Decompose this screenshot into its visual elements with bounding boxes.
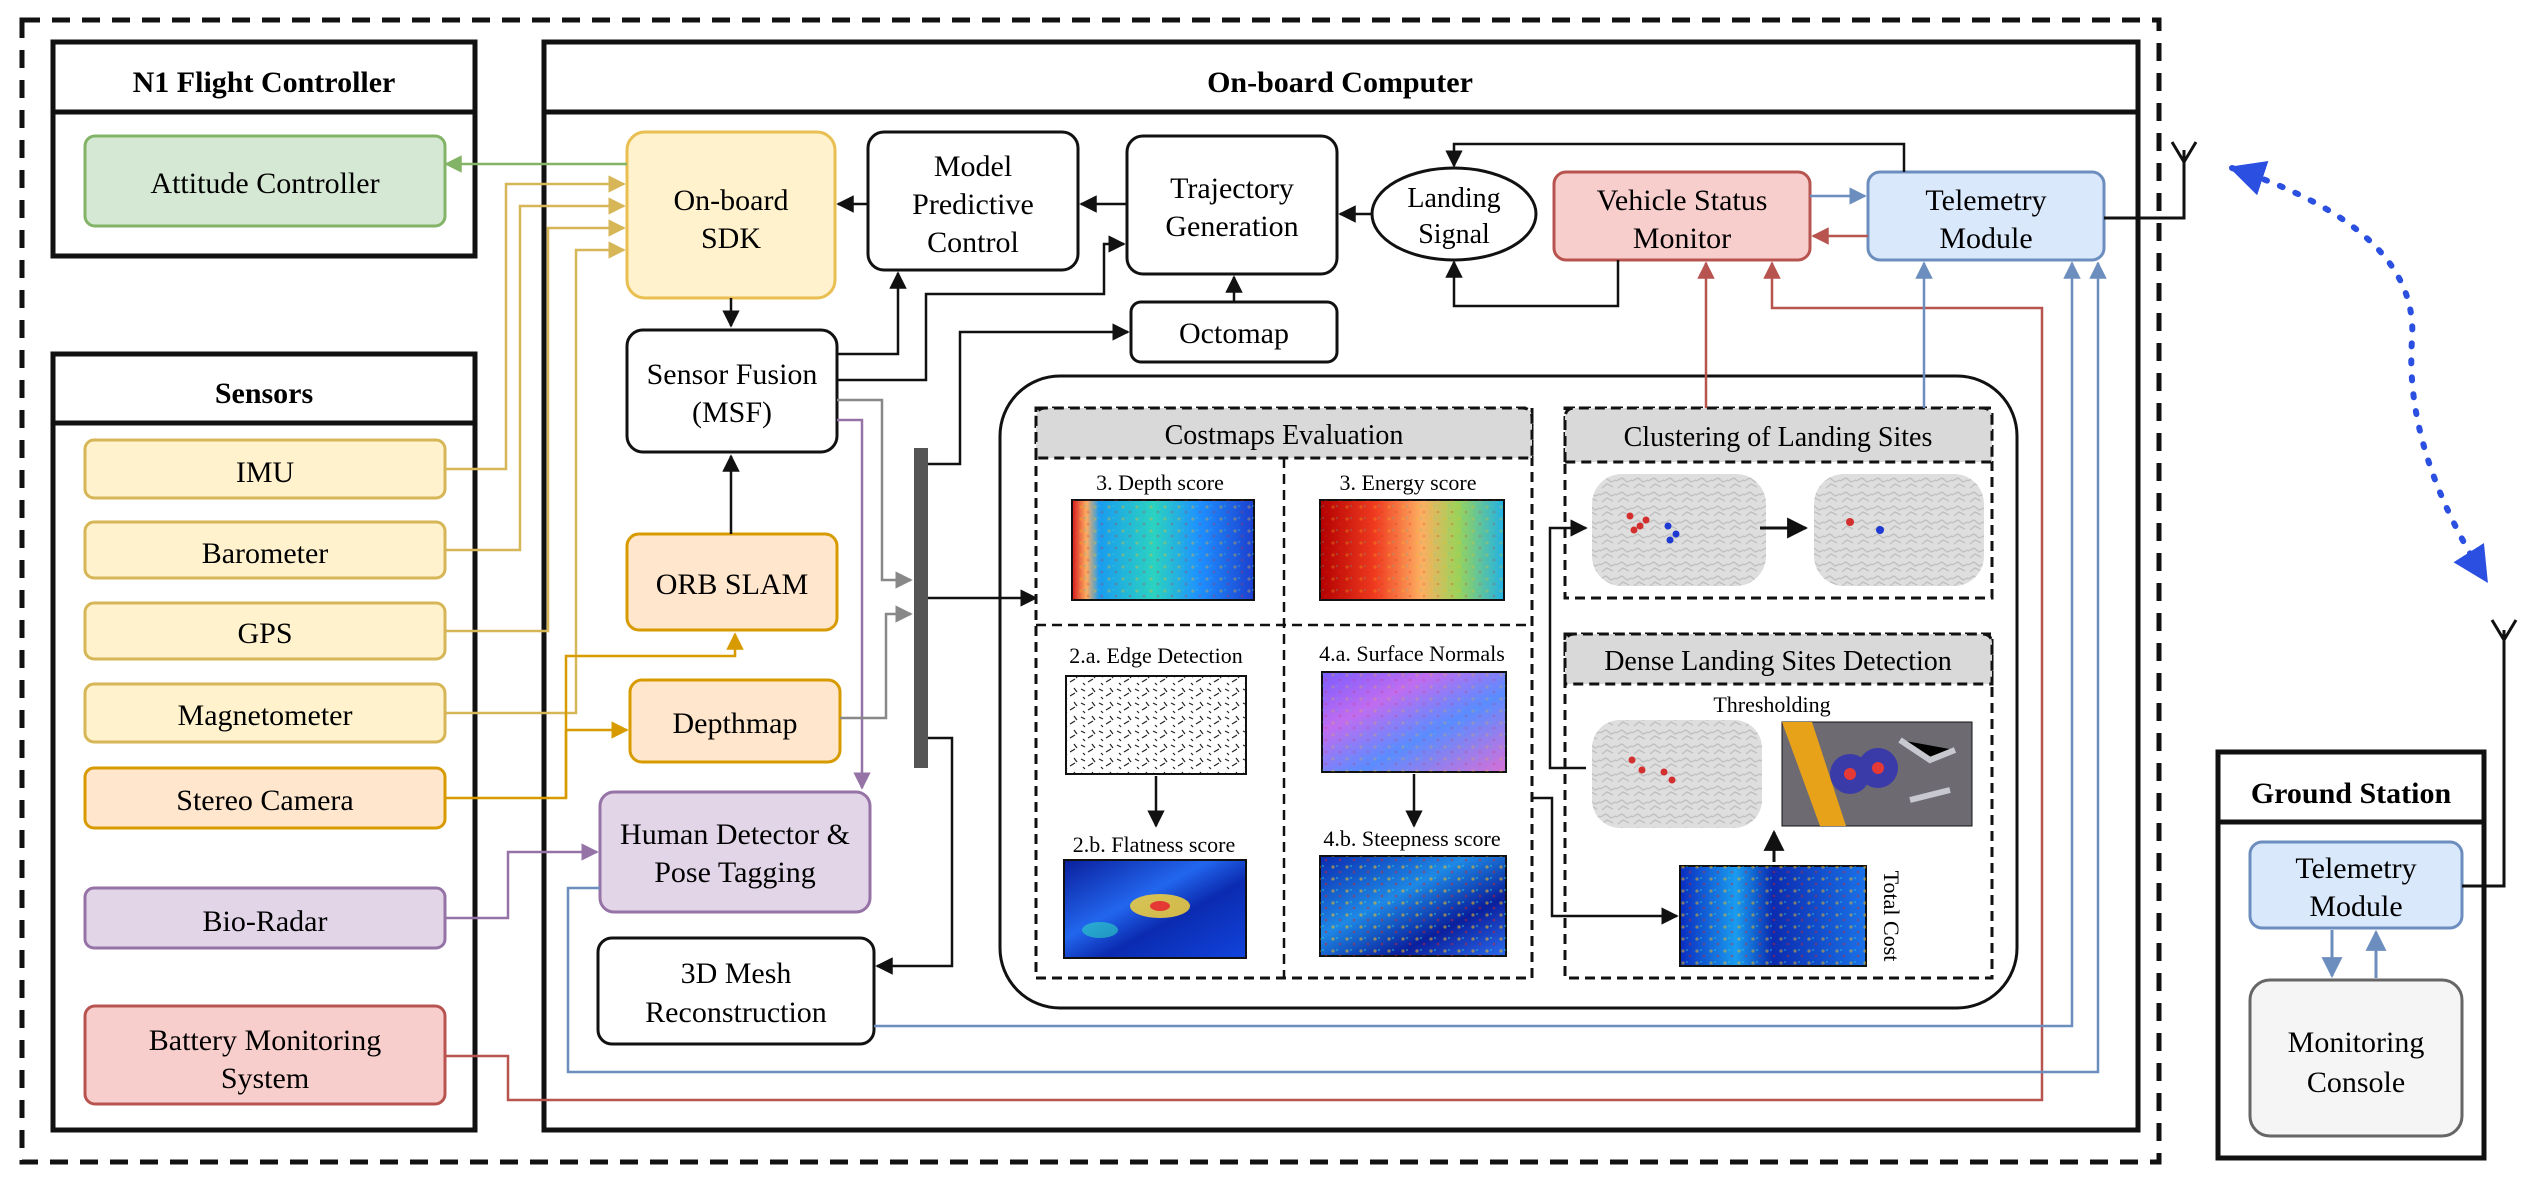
ground-station-group: Ground Station Telemetry Module Monitori…	[2215, 749, 2487, 1161]
dense-to-clustering-line	[1548, 519, 1588, 770]
thresholding-label: Thresholding	[1713, 692, 1830, 717]
mpc-label-line2: Predictive	[912, 188, 1034, 221]
battery-monitoring-label-line2: System	[221, 1062, 309, 1095]
vehicle-status-label-line2: Monitor	[1633, 222, 1731, 255]
clustering-title: Clustering of Landing Sites	[1624, 422, 1933, 453]
fusion-to-human-line	[837, 418, 871, 790]
ground-antenna-icon	[2462, 619, 2518, 888]
trajectory-label-line1: Trajectory	[1170, 172, 1294, 205]
barometer-to-sdk-line	[445, 197, 626, 552]
attitude-controller-box	[83, 134, 447, 228]
sensor-fusion-label-line1: Sensor Fusion	[647, 358, 818, 391]
sensor-fusion-box	[625, 328, 839, 454]
sensor-fusion-label-line2: (MSF)	[692, 396, 772, 429]
mpc-box	[866, 130, 1080, 272]
flatness-score-label: 2.b. Flatness score	[1073, 832, 1236, 857]
trajectory-label-line2: Generation	[1165, 210, 1298, 243]
mesh-label-line2: Reconstruction	[645, 996, 827, 1029]
telemetry-to-landing-line	[1445, 142, 1906, 172]
telemetry-module-label-line1: Telemetry	[1925, 184, 2046, 217]
clustering-output-image	[1814, 474, 1984, 586]
fusion-to-trajectory-line	[837, 235, 1126, 382]
vehicle-status-monitor-box	[1552, 170, 1812, 262]
onboard-antenna-icon	[2104, 141, 2198, 220]
telemetry-module-box	[1866, 170, 2106, 262]
landing-signal-label-line1: Landing	[1407, 183, 1500, 214]
mesh-label-line1: 3D Mesh	[681, 957, 792, 990]
mesh-to-telemetry-line	[874, 261, 2081, 1028]
bus-to-octomap-line	[928, 323, 1130, 466]
bioradar-to-human-line	[445, 843, 599, 920]
thresholding-mask-image	[1592, 720, 1762, 828]
edge-detection-label: 2.a. Edge Detection	[1069, 643, 1243, 668]
octomap-label: Octomap	[1179, 317, 1289, 350]
flight-controller-title: N1 Flight Controller	[133, 66, 396, 99]
human-detector-box	[598, 790, 872, 914]
mpc-label-line3: Control	[927, 226, 1019, 259]
flight-controller-group: N1 Flight Controller Attitude Controller	[50, 39, 478, 259]
onboard-sdk-label-line1: On-board	[674, 184, 789, 217]
steepness-score-label: 4.b. Steepness score	[1323, 826, 1500, 851]
stereo-camera-label: Stereo Camera	[176, 784, 353, 817]
onboard-computer-group: On-board Computer	[541, 39, 2141, 1133]
magnetometer-label: Magnetometer	[178, 699, 353, 732]
depthmap-to-bus-line	[840, 605, 913, 720]
depth-score-label: 3. Depth score	[1096, 470, 1224, 495]
uav-system-boundary	[19, 17, 2162, 1165]
ground-telemetry-label-line2: Module	[2309, 890, 2402, 923]
imu-label: IMU	[236, 456, 295, 489]
landing-signal-label-line2: Signal	[1418, 219, 1490, 250]
human-detector-label-line2: Pose Tagging	[654, 856, 816, 889]
costmaps-to-total-line	[1532, 796, 1679, 925]
telemetry-module-label-line2: Module	[1939, 222, 2032, 255]
dense-title: Dense Landing Sites Detection	[1604, 646, 1952, 677]
mesh-reconstruction-box	[596, 936, 876, 1046]
bus-to-mesh-line	[875, 736, 954, 975]
ground-telemetry-label-line1: Telemetry	[2295, 852, 2416, 885]
battery-monitoring-label-line1: Battery Monitoring	[149, 1024, 381, 1057]
dense-landing-sites-group: Dense Landing Sites Detection Thresholdi…	[1563, 632, 1994, 980]
mpc-label-line1: Model	[934, 150, 1012, 183]
sensors-title: Sensors	[215, 377, 313, 410]
surface-normals-label: 4.a. Surface Normals	[1319, 641, 1505, 666]
bio-radar-label: Bio-Radar	[203, 905, 328, 938]
total-cost-label: Total Cost	[1879, 871, 1904, 962]
costmaps-title: Costmaps Evaluation	[1165, 420, 1404, 451]
barometer-label: Barometer	[202, 537, 329, 570]
data-bus-bar	[914, 448, 928, 768]
orb-slam-label: ORB SLAM	[656, 568, 809, 601]
stereo-to-orbslam-line	[445, 632, 744, 800]
gps-label: GPS	[237, 617, 292, 650]
sensors-group: Sensors IMU Barometer GPS Magnetometer S…	[50, 351, 478, 1133]
fusion-to-mpc-line	[837, 271, 907, 356]
monitoring-console-label-line1: Monitoring	[2288, 1026, 2425, 1059]
human-to-telemetry-line	[566, 261, 2107, 1074]
magnetometer-to-sdk-line	[445, 241, 626, 715]
clustering-input-image	[1592, 474, 1766, 586]
monitoring-console-box	[2248, 978, 2464, 1138]
onboard-sdk-label-line2: SDK	[701, 222, 761, 255]
vehicle-status-label-line1: Vehicle Status	[1597, 184, 1768, 217]
onboard-computer-title: On-board Computer	[1207, 66, 1473, 99]
wireless-link-arrow	[2228, 161, 2489, 584]
monitoring-console-label-line2: Console	[2307, 1066, 2405, 1099]
gps-to-sdk-line	[445, 219, 626, 633]
fusion-to-bus-line	[837, 398, 913, 589]
imu-to-sdk-line	[445, 175, 626, 471]
battery-to-vsm-line	[445, 261, 2044, 1102]
edge-detection-image	[1065, 675, 1247, 775]
energy-score-label: 3. Energy score	[1339, 470, 1476, 495]
ground-station-title: Ground Station	[2251, 777, 2452, 810]
attitude-controller-label: Attitude Controller	[150, 167, 379, 200]
costmaps-evaluation-group: Costmaps Evaluation 3. Depth score 3. En…	[1034, 406, 1534, 980]
trajectory-generation-box	[1125, 134, 1339, 276]
human-detector-label-line1: Human Detector &	[620, 818, 850, 851]
vsm-to-landing-line	[1445, 260, 1620, 308]
clustering-landing-sites-group: Clustering of Landing Sites	[1563, 406, 1994, 600]
depthmap-label: Depthmap	[673, 707, 798, 740]
